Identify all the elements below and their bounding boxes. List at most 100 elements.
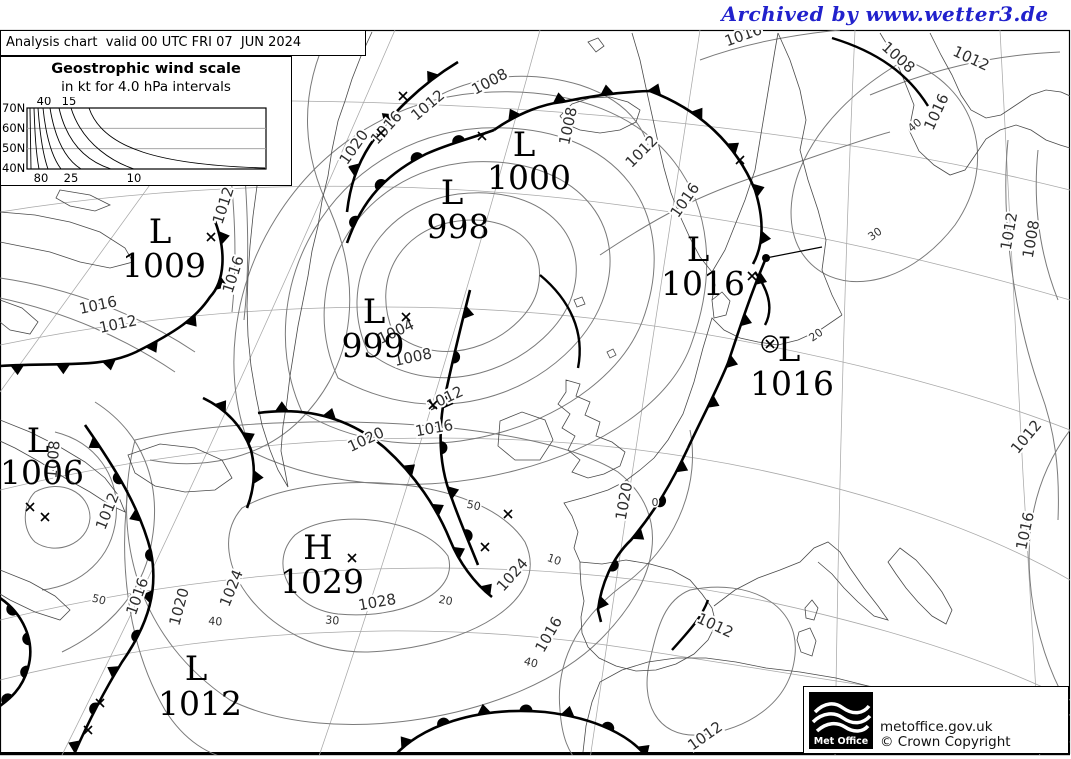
cold-front-mid-atlantic xyxy=(257,409,493,599)
wind-scale-legend: Geostrophic wind scale in kt for 4.0 hPa… xyxy=(0,56,292,186)
cold-front-triangle xyxy=(400,736,413,749)
cold-front-triangle xyxy=(145,340,158,353)
warm-front-iceland xyxy=(345,128,495,244)
position-cross-marker xyxy=(503,509,513,519)
isobar-label: 1020 xyxy=(345,423,387,455)
trough-line xyxy=(539,274,581,369)
warm-front-semicircle xyxy=(519,704,533,712)
wind-scale-diagram: 40 15 80 25 10 70N 60N 50N 40N xyxy=(2,97,267,185)
pressure-value: 1029 xyxy=(280,562,364,601)
cold-front-triangle xyxy=(752,183,765,197)
position-cross-marker xyxy=(747,271,757,281)
graticule-label: 40 xyxy=(208,614,223,628)
cold-front-triangle xyxy=(184,314,197,327)
isobar-label: 1012 xyxy=(1007,416,1045,457)
position-cross-marker xyxy=(95,698,105,708)
cold-front-newfoundland-north xyxy=(202,396,256,509)
warm-front-semicircle xyxy=(463,529,473,542)
cold-front-triangle xyxy=(726,142,739,155)
archive-note: Archived by www.wetter3.de xyxy=(721,2,1049,26)
graticule-label: 40 xyxy=(522,655,539,671)
high-pressure-symbol: H xyxy=(303,528,333,568)
isobar-label: 1012 xyxy=(950,42,992,74)
isobar-label: 1016 xyxy=(531,613,566,655)
isobar-label: 1020 xyxy=(166,586,193,628)
graticule-label: 20 xyxy=(438,593,454,608)
graticule-label: 40 xyxy=(905,116,924,135)
cold-front-triangle xyxy=(477,703,492,715)
low-pressure-symbol: L xyxy=(27,421,50,461)
cold-front-triangle xyxy=(68,740,81,754)
pressure-value: 1006 xyxy=(0,453,84,492)
cold-front-triangle xyxy=(10,364,25,376)
warm-front-semicircle xyxy=(145,548,153,562)
crown-copyright: © Crown Copyright xyxy=(880,734,1011,750)
graticule-label: 0 xyxy=(652,496,659,509)
warm-front-semicircle xyxy=(1,693,13,705)
cold-front-triangle xyxy=(431,503,444,517)
isobar-label: 1016 xyxy=(367,107,406,147)
cold-front-triangle xyxy=(141,589,153,604)
coastlines xyxy=(0,31,1070,753)
low-pressure-symbol: L xyxy=(441,173,464,213)
circled-cross-marker xyxy=(761,335,779,353)
warm-front-semicircle xyxy=(374,178,386,191)
position-cross-marker xyxy=(206,232,216,242)
isobar-label: 1016 xyxy=(920,91,952,133)
warm-front-semicircle xyxy=(112,472,123,485)
warm-front-semicircle xyxy=(601,721,615,731)
wind-scale-subtitle: in kt for 4.0 hPa intervals xyxy=(61,79,231,95)
isobar-label: 1016 xyxy=(667,179,704,221)
graticule-label: 50 xyxy=(90,592,107,608)
warm-front-semicircle xyxy=(452,135,465,144)
cold-front-triangle xyxy=(442,395,454,409)
warm-front-semicircle xyxy=(440,441,448,455)
cold-front-triangle xyxy=(218,231,230,245)
cold-front-triangle xyxy=(452,546,465,560)
warm-front-semicircle xyxy=(22,632,31,646)
position-cross-marker xyxy=(398,91,408,101)
position-cross-marker xyxy=(40,512,50,522)
isobar-label: 1024 xyxy=(493,554,532,594)
isobar-label: 1012 xyxy=(694,609,736,641)
trough-line xyxy=(671,599,710,651)
cold-front-norwegian-sea xyxy=(493,89,763,265)
position-cross-marker xyxy=(480,542,490,552)
position-cross-marker xyxy=(477,131,487,141)
warm-front-semicircle xyxy=(437,717,450,727)
warm-front-semicircle xyxy=(6,604,18,616)
position-cross-marker xyxy=(83,725,93,735)
isobar-label: 1008 xyxy=(1019,219,1043,260)
occluded-front-azores xyxy=(393,709,647,755)
branding-text: metoffice.gov.uk © Crown Copyright xyxy=(880,720,1011,750)
wind-scale-lat-label: 70N xyxy=(2,101,25,115)
map-border-bottom xyxy=(0,752,1070,756)
cold-front-greenland xyxy=(0,215,224,368)
isobar-label: 1008 xyxy=(555,105,581,146)
pressure-value: 1000 xyxy=(487,158,571,197)
cold-front-triangle xyxy=(600,84,615,96)
wind-scale-lat-label: 50N xyxy=(2,141,25,155)
cold-front-triangle xyxy=(552,92,567,104)
wind-scale-bottom-label: 80 xyxy=(34,171,49,185)
cold-front-triangle xyxy=(129,508,142,522)
cold-front-triangle xyxy=(637,744,650,755)
cold-front-triangle xyxy=(366,430,379,443)
cold-front-triangle xyxy=(560,705,575,718)
cold-front-triangle xyxy=(242,432,255,445)
met-office-logo-waves xyxy=(811,702,872,733)
warm-front-semicircle xyxy=(609,559,619,572)
wind-scale-top-label: 15 xyxy=(62,97,77,108)
cold-front-triangle xyxy=(347,163,360,177)
pressure-value: 1016 xyxy=(661,264,745,303)
isobar-label: 1012 xyxy=(997,211,1021,252)
pressure-value: 998 xyxy=(427,207,490,246)
wind-scale-lat-label: 60N xyxy=(2,121,25,135)
isobar-label: 1016 xyxy=(77,292,118,318)
occluded-front-biscay-iberia xyxy=(596,447,690,623)
cold-front-triangle xyxy=(107,666,120,679)
low-pressure-symbol: L xyxy=(149,212,172,252)
low-pressure-symbol: L xyxy=(363,292,386,332)
position-cross-marker xyxy=(25,502,35,512)
